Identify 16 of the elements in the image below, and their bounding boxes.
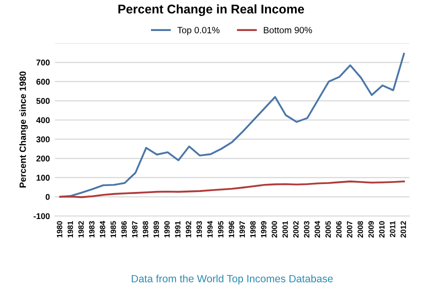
legend-label: Bottom 90% bbox=[264, 26, 312, 34]
legend-label: Top 0.01% bbox=[177, 26, 220, 36]
y-tick-label: 300 bbox=[36, 136, 50, 142]
line-series bbox=[59, 180, 405, 198]
y-tick-label: 100 bbox=[36, 174, 50, 181]
y-tick-label: 600 bbox=[36, 78, 50, 85]
y-tick-label: 700 bbox=[36, 60, 50, 66]
y-tick-label: 400 bbox=[36, 117, 50, 124]
y-tick-label: 500 bbox=[36, 98, 50, 104]
y-axis-title: Percent Change since 1980 bbox=[19, 72, 28, 188]
y-tick-label: 200 bbox=[36, 156, 50, 162]
line-series bbox=[59, 52, 405, 198]
y-tick-label: 0 bbox=[46, 194, 50, 200]
chart-title: Percent Change in Real Income bbox=[118, 4, 304, 16]
y-tick-label: -100 bbox=[34, 213, 50, 220]
text: Data from the World Top Incomes Database bbox=[132, 274, 333, 284]
